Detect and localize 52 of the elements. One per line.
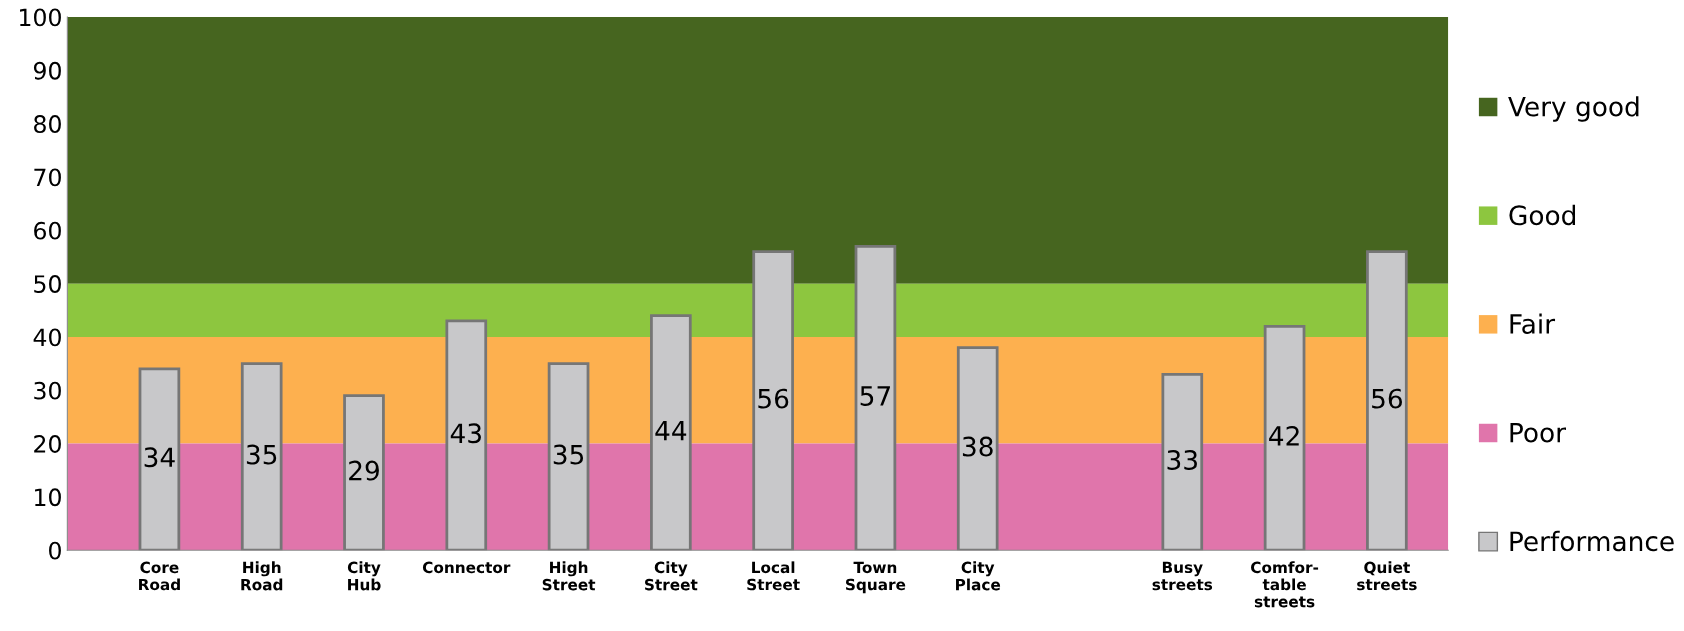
bar bbox=[1366, 250, 1408, 551]
bar bbox=[343, 394, 385, 551]
x-tick-label: Comfor- table streets bbox=[1251, 561, 1319, 608]
data-label: 38 bbox=[962, 436, 993, 457]
y-tick-label: 0 bbox=[49, 541, 61, 560]
data-label: 56 bbox=[1372, 388, 1402, 409]
x-tick-label: Core Road bbox=[139, 561, 180, 591]
y-tick-label: 10 bbox=[35, 488, 61, 507]
band-label: Poor bbox=[1510, 423, 1567, 443]
bar bbox=[1263, 324, 1306, 551]
legend-label: Good bbox=[1509, 204, 1576, 226]
x-tick-label: Town Square bbox=[846, 561, 906, 594]
y-tick-label: 50 bbox=[34, 275, 61, 293]
x-tick-label: High Road bbox=[241, 561, 283, 591]
y-tick-label: 90 bbox=[33, 61, 61, 80]
y-tick-label: 60 bbox=[34, 221, 61, 240]
x-tick-label: City Place bbox=[956, 561, 1001, 591]
bar bbox=[956, 346, 999, 551]
x-tick-label: City Hub bbox=[347, 561, 381, 591]
data-label: 56 bbox=[758, 388, 789, 409]
data-label: 29 bbox=[349, 460, 379, 481]
data-label: 44 bbox=[655, 420, 687, 441]
data-label: 57 bbox=[860, 386, 890, 406]
bar bbox=[240, 362, 283, 551]
data-label: 43 bbox=[450, 423, 481, 444]
x-tick-label: Local Street bbox=[747, 561, 800, 591]
bar bbox=[1161, 372, 1204, 551]
data-label: 33 bbox=[1167, 449, 1197, 470]
bar bbox=[650, 314, 692, 551]
y-tick-label: 20 bbox=[34, 435, 61, 453]
bar bbox=[854, 244, 897, 551]
bar bbox=[138, 367, 181, 551]
band-label: Very good bbox=[1508, 96, 1639, 122]
x-tick-label: High Street bbox=[542, 561, 596, 591]
x-tick-label: Connector bbox=[422, 561, 511, 574]
y-tick-label: 30 bbox=[34, 381, 61, 400]
data-label: 35 bbox=[246, 444, 277, 465]
y-tick-label: 40 bbox=[33, 328, 61, 347]
data-label: 35 bbox=[553, 444, 584, 465]
x-tick-label: Busy streets bbox=[1152, 561, 1213, 591]
band-label: Fair bbox=[1510, 313, 1556, 334]
bar bbox=[547, 362, 590, 551]
y-tick-label: 100 bbox=[20, 8, 61, 27]
bar bbox=[752, 250, 794, 551]
data-label: 42 bbox=[1269, 425, 1299, 446]
y-tick-label: 80 bbox=[34, 115, 61, 133]
data-label: 34 bbox=[144, 447, 175, 468]
y-tick-label: 70 bbox=[34, 168, 61, 187]
bar bbox=[445, 319, 488, 551]
legend-label: Performance bbox=[1510, 530, 1674, 552]
x-tick-label: Quiet streets bbox=[1357, 561, 1417, 591]
x-tick-label: City Street bbox=[645, 561, 698, 591]
